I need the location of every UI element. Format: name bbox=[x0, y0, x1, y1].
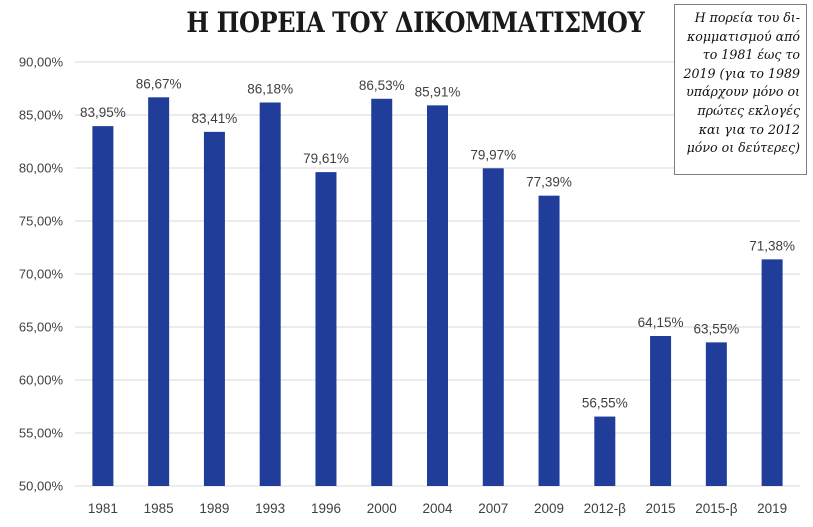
bar bbox=[203, 131, 225, 486]
x-category-label: 2000 bbox=[367, 501, 397, 516]
y-tick-label: 60,00% bbox=[19, 373, 64, 388]
data-label: 79,97% bbox=[470, 147, 516, 162]
bar bbox=[761, 259, 783, 486]
x-category-label: 2004 bbox=[422, 501, 453, 516]
chart-title: Η ΠΟΡΕΙΑ ΤΟΥ ΔΙΚΟΜΜΑΤΙΣΜΟΥ bbox=[186, 6, 645, 39]
y-tick-label: 55,00% bbox=[19, 426, 64, 441]
bar bbox=[259, 102, 281, 486]
x-category-label: 1996 bbox=[311, 501, 341, 516]
x-category-label: 1993 bbox=[255, 501, 285, 516]
bar bbox=[315, 172, 337, 486]
bar bbox=[594, 416, 616, 486]
y-tick-label: 70,00% bbox=[19, 267, 64, 282]
x-category-label: 2009 bbox=[534, 501, 564, 516]
y-tick-label: 75,00% bbox=[19, 214, 64, 229]
bar bbox=[92, 126, 114, 486]
x-category-label: 1981 bbox=[88, 501, 118, 516]
bar bbox=[427, 105, 448, 486]
bar bbox=[371, 98, 393, 487]
bars bbox=[92, 97, 783, 487]
data-label: 79,61% bbox=[303, 151, 349, 166]
x-category-label: 1985 bbox=[144, 501, 174, 516]
data-label: 56,55% bbox=[582, 396, 628, 411]
y-tick-label: 90,00% bbox=[19, 55, 64, 70]
data-label: 64,15% bbox=[638, 315, 684, 330]
x-category-label: 2015 bbox=[646, 501, 676, 516]
data-label: 71,38% bbox=[749, 238, 795, 253]
y-tick-label: 50,00% bbox=[19, 479, 64, 494]
data-label: 86,18% bbox=[247, 81, 293, 96]
x-category-label: 2007 bbox=[478, 501, 508, 516]
bar bbox=[538, 195, 560, 486]
bar bbox=[482, 168, 504, 486]
x-category-label: 2015-β bbox=[695, 501, 738, 516]
data-label: 86,67% bbox=[136, 76, 182, 91]
x-axis-categories: 1981 1985 1989 1993 1996 2000 2004 2007 2009 2012… bbox=[88, 501, 787, 516]
x-category-label: 1989 bbox=[199, 501, 229, 516]
bar bbox=[705, 342, 727, 486]
bar bbox=[148, 97, 170, 486]
y-axis-ticks: 50,00% 55,00% 60,00% 65,00% 70,00% 75,00% 80,0… bbox=[19, 55, 64, 494]
data-label: 83,41% bbox=[192, 111, 238, 126]
data-labels: 83,95% 86,67% 83,41% 86,18% 79,61% 86,53% 85,9… bbox=[80, 76, 795, 410]
data-label: 85,91% bbox=[415, 84, 461, 99]
bar bbox=[650, 336, 672, 486]
x-category-label: 2019 bbox=[757, 501, 787, 516]
data-label: 86,53% bbox=[359, 78, 405, 93]
data-label: 63,55% bbox=[693, 321, 739, 336]
x-category-label: 2012-β bbox=[584, 501, 627, 516]
y-tick-label: 65,00% bbox=[19, 320, 64, 335]
chart-note: Η πορεία του δι- κομματισμού από το 1981… bbox=[674, 4, 807, 175]
y-tick-label: 80,00% bbox=[19, 161, 64, 176]
data-label: 83,95% bbox=[80, 105, 126, 120]
y-tick-label: 85,00% bbox=[19, 108, 64, 123]
data-label: 77,39% bbox=[526, 175, 572, 190]
